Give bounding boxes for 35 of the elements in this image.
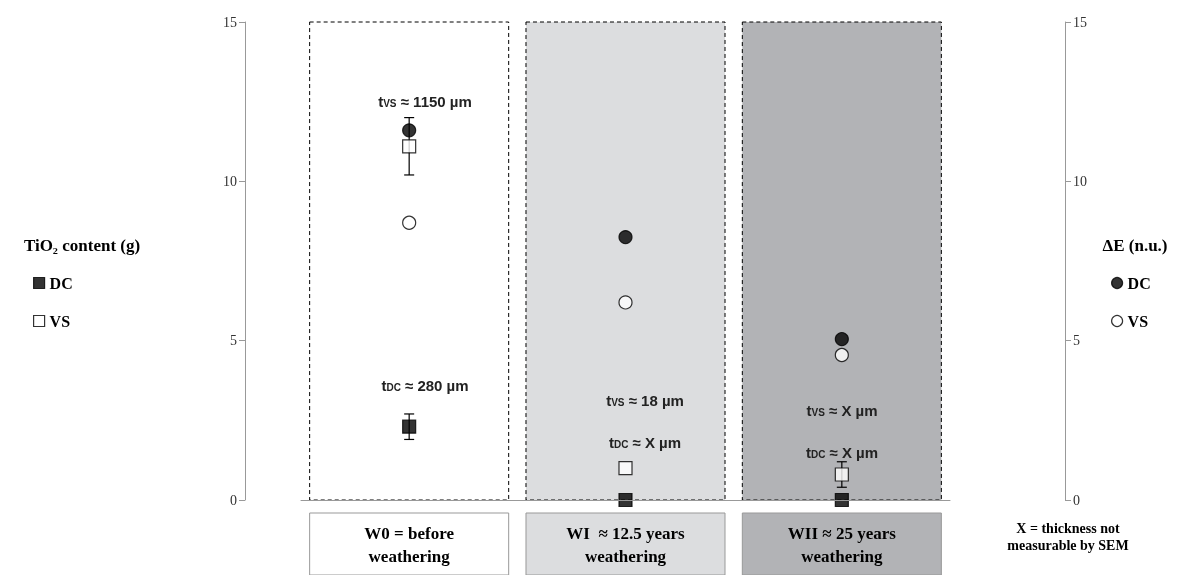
y-tick-label: 10 [223,173,237,189]
point [834,492,849,508]
y2-tick-label: 0 [1073,492,1080,508]
x-tick-label: WI ≈ 12.5 years weathering [566,524,686,566]
point [402,139,417,154]
annotation: tDC ≈ 280 µm [381,376,469,394]
y-tick-label: 5 [230,333,237,349]
text: X = thickness not measurable by SEM [1007,521,1129,553]
legend-label: VS [1127,312,1149,330]
y-tick-label: 15 [223,14,237,30]
legend-label: DC [1127,274,1151,292]
annotation: tVS ≈ X µm [806,401,878,419]
annotation: tVS ≈ 18 µm [606,391,684,409]
text: TiO₂ content (g) [23,235,141,255]
x-tick-label: WII ≈ 25 years weathering [787,524,897,566]
y2-tick-label: 5 [1073,333,1080,349]
point [834,347,849,363]
annotation: tVS ≈ 1150 µm [378,92,472,110]
point [618,492,633,508]
y2-tick-label: 10 [1073,173,1087,189]
legend-label: VS [49,312,71,330]
annotation: tDC ≈ X µm [805,443,879,461]
y2-tick-label: 15 [1073,14,1087,30]
point [618,461,633,476]
x-tick-label: W0 = before weathering [364,524,455,566]
annotation: tDC ≈ X µm [608,433,682,451]
point [834,467,849,482]
point [402,123,417,138]
y2-axis-title: ΔE (n.u.) [1102,235,1168,255]
point [618,230,633,245]
legend-label: DC [49,274,73,292]
y-tick-label: 0 [230,492,237,508]
point [402,419,417,434]
point [618,295,633,310]
point [834,331,849,347]
